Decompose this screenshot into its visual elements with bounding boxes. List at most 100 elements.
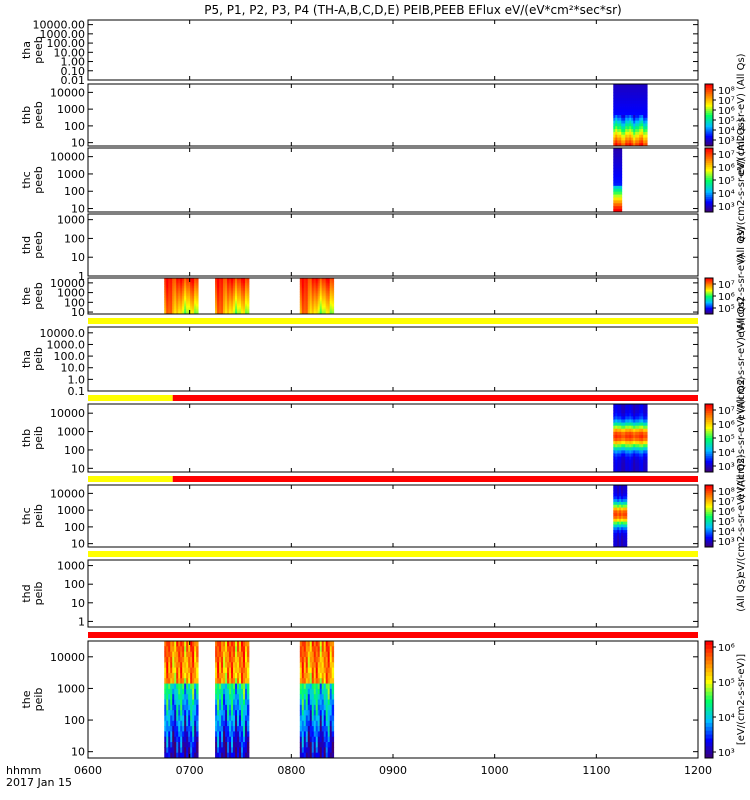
colorbar-tick-label: 10³ (718, 537, 735, 548)
y-axis-label-probe: the (20, 690, 33, 708)
y-axis-label-probe: the (20, 287, 33, 305)
y-tick-label: 1 (78, 270, 85, 283)
y-tick-label: 100 (64, 232, 85, 245)
colorbar-title: eV/(cm2-s-sr-eV) (All Qs) (736, 297, 747, 420)
colorbar-title: eV/(cm2-s-sr-eV) (736, 254, 747, 338)
panel-thb_peib: 10000 1000 100 10 thb peib 10⁷ 10⁶ 10⁵ 10⁴ 10³ eV/(… (20, 376, 747, 499)
colorbar-tick-label: 10⁴ (718, 448, 735, 459)
y-tick-label: 100 (64, 714, 85, 727)
y-tick-label: 100 (64, 296, 85, 309)
y-axis-label-probe: tha (20, 350, 33, 368)
colorbar-tick-label: 10⁵ (718, 517, 735, 528)
colorbar-tick-label: 10⁵ (718, 304, 735, 315)
quality-flag-bar (88, 476, 173, 482)
panel-frame (87, 484, 699, 548)
colorbar-tick-label: 10⁵ (718, 434, 735, 445)
y-tick-label: 10 (71, 538, 85, 551)
y-tick-label: 100 (64, 185, 85, 198)
y-tick-label: 10000 (50, 407, 85, 420)
y-tick-label: 0.01 (61, 74, 86, 87)
colorbar-tick-label: 10⁷ (718, 406, 735, 417)
y-axis-label-product: peib (32, 347, 45, 371)
y-tick-label: 10 (71, 203, 85, 216)
y-tick-label: 1000 (57, 287, 85, 300)
time-format-label: hhmm (6, 764, 41, 777)
colorbar-title: eV/(cm2-s-sr-eV) (All Qs) (736, 376, 747, 499)
y-tick-label: 10.0 (61, 362, 86, 375)
y-tick-label: 10 (71, 597, 85, 610)
spectrogram-burst (215, 641, 250, 759)
panel-frame (87, 403, 699, 473)
y-axis-label-product: peib (32, 426, 45, 450)
spectrogram-burst (613, 485, 628, 548)
spectrogram-burst (299, 641, 335, 759)
spectrogram-burst (299, 278, 335, 315)
colorbar-title: eV/(cm2-s-sr-eV) (All Qs) (736, 454, 747, 577)
colorbar: (All Qs) (736, 575, 747, 612)
colorbar-tick-label: 10⁷ (718, 280, 735, 291)
y-tick-label: 10 (71, 746, 85, 759)
colorbar-tick-label: 10³ (718, 748, 735, 759)
colorbar-tick-label: 10⁴ (718, 527, 735, 538)
y-tick-label: 1000 (57, 560, 85, 573)
panel-frame (87, 83, 699, 147)
panel-frame (87, 213, 699, 277)
y-tick-label: 10 (71, 462, 85, 475)
colorbar-tick-label: 10³ (718, 462, 735, 473)
y-tick-label: 1000.0 (47, 338, 86, 351)
spectrogram-burst (164, 641, 199, 759)
chart-title: P5, P1, P2, P3, P4 (TH-A,B,C,D,E) PEIB,P… (204, 3, 621, 17)
x-tick-label: 1100 (582, 764, 610, 777)
y-axis-label-probe: thc (20, 507, 33, 524)
x-tick-label: 0800 (277, 764, 305, 777)
colorbar-tick-label: 10⁷ (718, 150, 735, 161)
spectrogram-burst (613, 84, 648, 147)
colorbar-tick-label: 10⁷ (718, 96, 735, 107)
panel-frame (87, 19, 699, 81)
y-axis-label-product: peeb (32, 282, 45, 310)
panel-thd_peeb: 1000 100 10 1 thd peeb (All Qs) (20, 213, 747, 283)
y-tick-label: 1000 (57, 168, 85, 181)
y-axis-label-product: peeb (32, 36, 45, 64)
y-tick-label: 10000 (50, 277, 85, 290)
y-axis-label-product: peib (32, 582, 45, 606)
y-tick-label: 1000 (57, 426, 85, 439)
y-tick-label: 0.1 (68, 385, 86, 398)
y-tick-label: 0.10 (61, 65, 86, 78)
time-axis: 0600 0700 0800 0900 1000 1100 1200 (74, 764, 712, 777)
y-tick-label: 10 (71, 251, 85, 264)
colorbar: 10⁶ 10⁵ 10⁴ 10³[eV/(cm2-s-sr-eV)] (704, 640, 747, 759)
y-tick-label: 10000 (50, 651, 85, 664)
y-tick-label: 100.0 (54, 350, 86, 363)
quality-flag-bar (172, 395, 698, 401)
quality-flag-bar (172, 476, 698, 482)
y-tick-label: 1000 (57, 214, 85, 227)
panel-thd_peib: 1000 100 10 1 thd peib (All Qs) (20, 559, 747, 638)
colorbar-tick-label: 10⁴ (718, 713, 735, 724)
y-axis-label-probe: thd (20, 584, 33, 602)
y-tick-label: 100 (64, 578, 85, 591)
y-axis-label-probe: thb (20, 106, 33, 124)
colorbar-tick-label: 10⁶ (718, 163, 735, 174)
colorbar-tick-label: 10⁸ (718, 487, 735, 498)
y-tick-label: 1000 (57, 103, 85, 116)
colorbar: (All Qs) (736, 227, 747, 264)
panel-frame (87, 147, 699, 213)
y-tick-label: 1000 (57, 682, 85, 695)
y-tick-label: 10000.00 (33, 19, 86, 32)
y-axis-label-probe: thd (20, 236, 33, 254)
x-tick-label: 0600 (74, 764, 102, 777)
y-tick-label: 100 (64, 120, 85, 133)
spectrogram-burst (215, 278, 250, 315)
y-tick-label: 1 (78, 615, 85, 628)
colorbar-tick-label: 10⁶ (718, 643, 735, 654)
y-tick-label: 100 (64, 444, 85, 457)
x-tick-label: 0900 (379, 764, 407, 777)
